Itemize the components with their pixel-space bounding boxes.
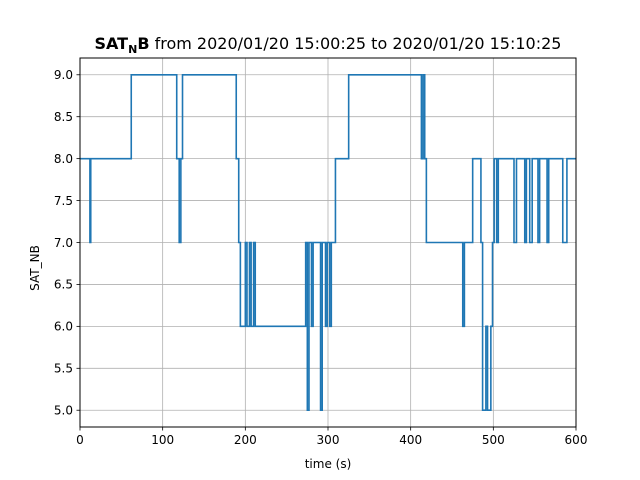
series-line bbox=[80, 73, 576, 412]
y-tick-label: 8.5 bbox=[54, 110, 73, 124]
x-axis-label: time (s) bbox=[305, 457, 352, 471]
x-tick-label: 500 bbox=[482, 433, 505, 447]
title-rest: from 2020/01/20 15:00:25 to 2020/01/20 1… bbox=[150, 34, 562, 53]
y-tick-label: 5.5 bbox=[54, 362, 73, 376]
x-tick-label: 300 bbox=[317, 433, 340, 447]
y-axis-label: SAT_NB bbox=[28, 245, 42, 291]
chart-title: SATNB from 2020/01/20 15:00:25 to 2020/0… bbox=[95, 34, 562, 56]
y-tick-label: 6.5 bbox=[54, 278, 73, 292]
x-tick-label: 0 bbox=[76, 433, 84, 447]
title-tail: B bbox=[137, 34, 149, 53]
x-tick-label: 400 bbox=[399, 433, 422, 447]
x-tick-label: 600 bbox=[565, 433, 588, 447]
title-main: SAT bbox=[95, 34, 129, 53]
y-tick-label: 8.0 bbox=[54, 152, 73, 166]
x-tick-label: 100 bbox=[151, 433, 174, 447]
y-tick-label: 6.0 bbox=[54, 320, 73, 334]
y-tick-label: 7.0 bbox=[54, 236, 73, 250]
title-subscript: N bbox=[128, 43, 137, 56]
x-tick-label: 200 bbox=[234, 433, 257, 447]
data-series bbox=[80, 73, 576, 412]
y-tick-label: 9.0 bbox=[54, 68, 73, 82]
y-tick-label: 7.5 bbox=[54, 194, 73, 208]
y-tick-label: 5.0 bbox=[54, 404, 73, 418]
grid bbox=[79, 58, 577, 427]
ticks: 0 100 200 300 400 500 600 5.0 5.5 6.0 6.5 7.0 7.5 8.0… bbox=[54, 68, 588, 447]
